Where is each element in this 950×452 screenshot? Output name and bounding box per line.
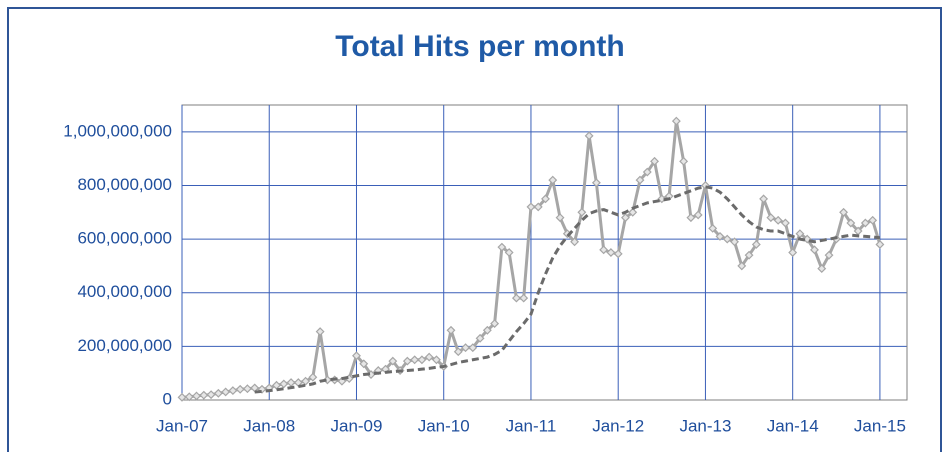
- data-point: [846, 218, 856, 228]
- data-point: [621, 213, 630, 223]
- data-point: [359, 359, 369, 369]
- data-point: [417, 355, 427, 365]
- data-point: [773, 215, 783, 225]
- data-point: [432, 355, 441, 365]
- data-point: [606, 248, 616, 257]
- x-tick-label: Jan-08: [243, 416, 295, 435]
- data-point: [671, 116, 681, 126]
- data-point: [402, 356, 412, 366]
- x-tick-label: Jan-10: [418, 416, 470, 435]
- data-point: [541, 194, 550, 204]
- data-point: [424, 352, 434, 362]
- data-point: [839, 207, 849, 217]
- data-point: [446, 325, 456, 335]
- data-point: [555, 213, 565, 223]
- data-point: [824, 250, 834, 260]
- data-point: [875, 240, 885, 249]
- data-point: [780, 218, 790, 228]
- data-point: [482, 325, 492, 335]
- data-point: [337, 376, 347, 386]
- data-point: [570, 237, 580, 247]
- data-point: [504, 248, 514, 257]
- data-point: [475, 333, 485, 343]
- data-point: [184, 392, 194, 402]
- data-point: [192, 391, 201, 401]
- data-point: [766, 213, 776, 223]
- data-point: [511, 293, 521, 303]
- x-tick-label: Jan-07: [156, 416, 208, 435]
- y-tick-label: 600,000,000: [77, 229, 172, 248]
- data-point: [642, 167, 652, 177]
- data-point: [693, 210, 703, 220]
- data-point: [352, 351, 361, 361]
- data-point: [468, 343, 478, 353]
- data-point: [744, 250, 754, 260]
- x-tick-label: Jan-12: [592, 416, 644, 435]
- data-point: [213, 388, 223, 398]
- data-point: [315, 327, 325, 337]
- data-point: [635, 175, 645, 185]
- data-point: [526, 202, 536, 212]
- data-point: [759, 194, 769, 204]
- frame: [7, 7, 942, 452]
- data-point: [810, 245, 819, 255]
- data-point: [584, 131, 594, 141]
- data-point: [519, 293, 529, 303]
- data-point: [868, 215, 878, 225]
- x-tick-label: Jan-11: [506, 416, 557, 435]
- data-point: [388, 356, 398, 366]
- data-point: [228, 386, 238, 396]
- data-point: [308, 372, 318, 382]
- data-point: [628, 207, 638, 217]
- data-point: [722, 234, 732, 244]
- x-tick-label: Jan-09: [330, 416, 382, 435]
- y-tick-label: 200,000,000: [77, 336, 172, 355]
- data-point: [591, 178, 601, 188]
- data-point: [177, 392, 187, 402]
- y-tick-label: 1,000,000,000: [63, 121, 172, 140]
- y-tick-label: 0: [163, 389, 172, 408]
- data-point: [715, 231, 725, 241]
- data-point: [657, 194, 667, 204]
- chart-title: Total Hits per month: [335, 30, 624, 63]
- data-point: [235, 384, 245, 394]
- data-point: [206, 390, 216, 400]
- data-point: [730, 237, 739, 247]
- x-tick-label: Jan-14: [767, 416, 819, 435]
- data-point: [737, 261, 747, 271]
- data-point: [221, 387, 231, 397]
- data-point: [453, 347, 463, 357]
- data-point: [577, 207, 587, 217]
- data-point: [613, 249, 623, 259]
- data-point: [700, 181, 710, 190]
- series-line: [254, 185, 881, 394]
- data-point: [817, 264, 827, 274]
- data-point: [802, 234, 812, 244]
- data-point: [279, 379, 289, 389]
- data-point: [599, 245, 609, 255]
- data-point: [497, 242, 507, 252]
- data-point: [301, 376, 311, 386]
- data-point: [199, 390, 209, 400]
- data-point: [242, 384, 252, 394]
- data-point: [679, 156, 689, 166]
- data-point: [708, 223, 718, 233]
- data-point: [751, 240, 761, 249]
- data-point: [788, 248, 798, 257]
- data-point: [548, 175, 558, 185]
- x-tick-label: Jan-13: [679, 416, 731, 435]
- data-point: [461, 343, 470, 353]
- data-point: [410, 355, 420, 365]
- data-point: [795, 229, 805, 239]
- data-point: [860, 218, 870, 228]
- x-tick-label: Jan-15: [854, 416, 906, 435]
- data-point: [257, 384, 267, 394]
- data-point: [650, 156, 659, 166]
- y-tick-label: 400,000,000: [77, 282, 172, 301]
- y-tick-label: 800,000,000: [77, 175, 172, 194]
- data-point: [533, 202, 543, 212]
- data-point: [686, 213, 696, 223]
- data-point: [490, 319, 500, 329]
